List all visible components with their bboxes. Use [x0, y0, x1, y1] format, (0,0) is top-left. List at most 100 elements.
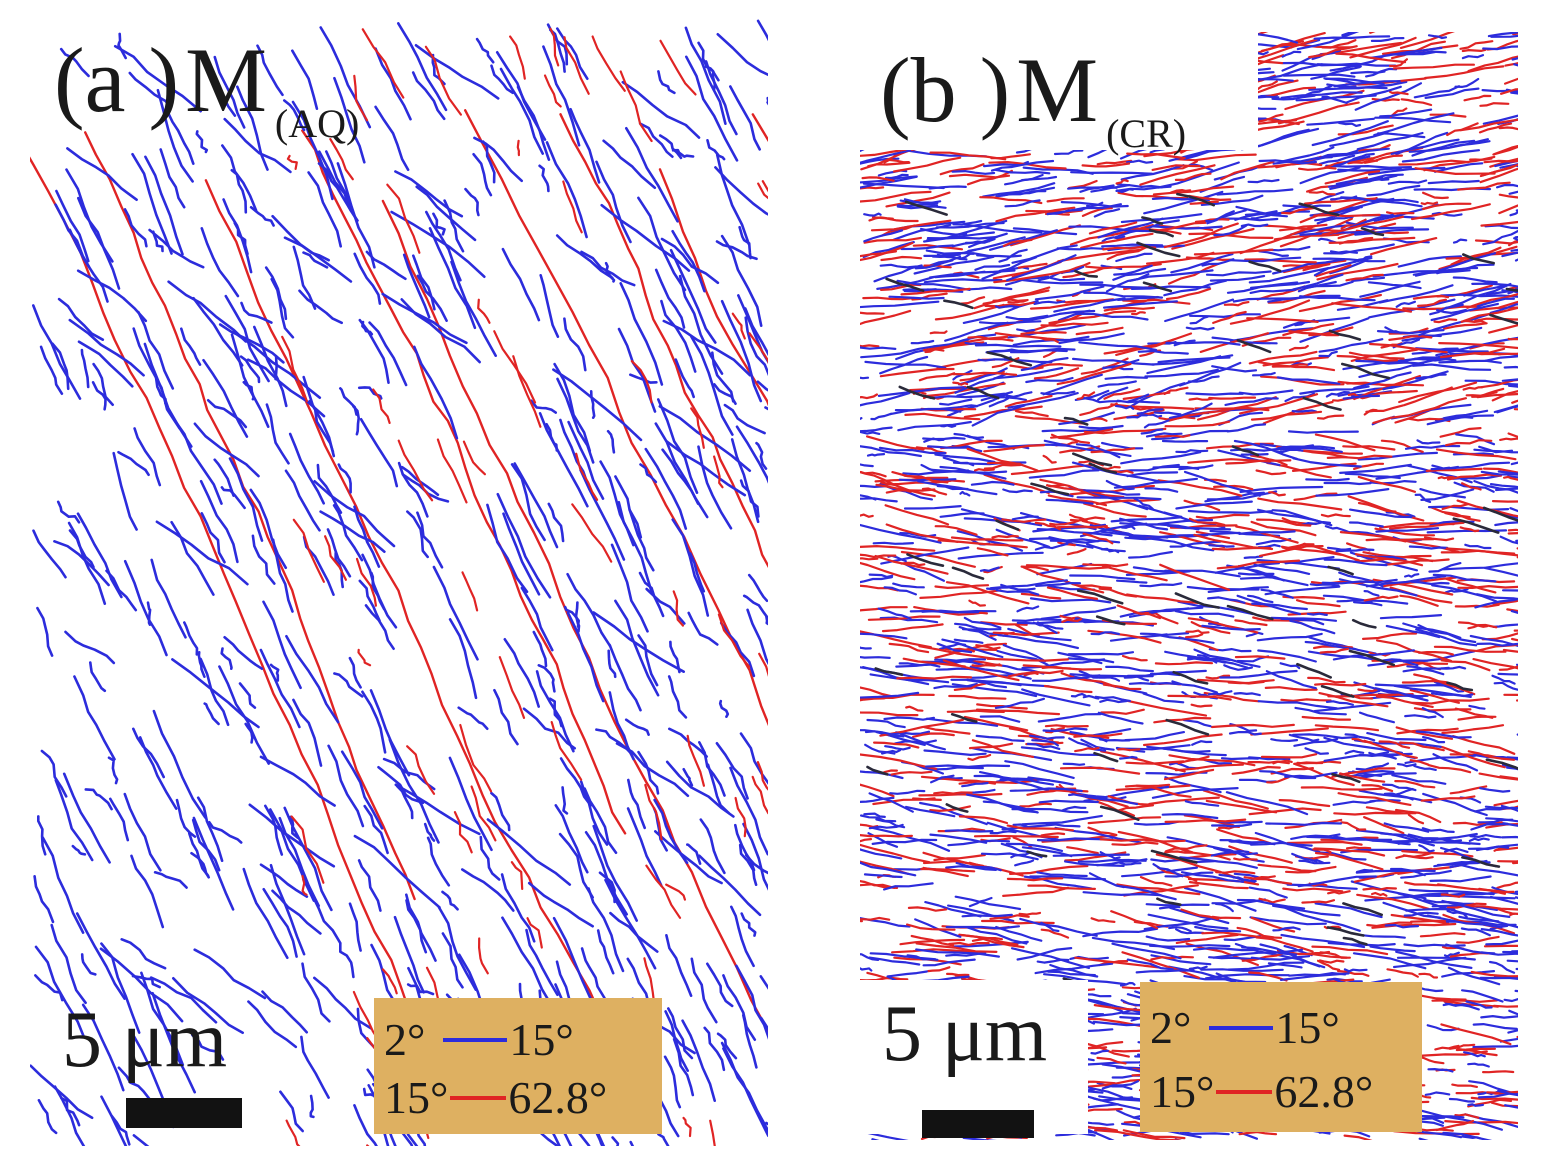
- high-angle-boundary: [862, 296, 916, 301]
- high-angle-boundary: [1220, 160, 1275, 181]
- high-angle-boundary: [1257, 863, 1317, 873]
- low-angle-boundary: [1249, 288, 1297, 294]
- overlap-boundary: [1342, 902, 1384, 917]
- high-angle-boundary: [712, 455, 724, 489]
- low-angle-boundary: [716, 32, 768, 77]
- low-angle-boundary: [1419, 488, 1467, 499]
- low-angle-boundary: [639, 463, 658, 484]
- high-angle-boundary: [1399, 32, 1455, 49]
- high-angle-boundary: [516, 139, 520, 157]
- high-angle-boundary: [1131, 311, 1146, 316]
- high-angle-boundary: [751, 775, 768, 815]
- low-angle-boundary: [1225, 791, 1309, 816]
- low-angle-boundary: [1029, 597, 1112, 604]
- high-angle-boundary: [918, 372, 956, 382]
- low-angle-boundary: [860, 770, 904, 780]
- high-angle-boundary: [1463, 94, 1492, 102]
- high-angle-boundary: [1100, 708, 1145, 715]
- high-angle-boundary: [1328, 236, 1416, 244]
- high-angle-boundary: [1491, 390, 1518, 402]
- low-angle-boundary: [722, 974, 757, 1042]
- legend-high-min: 15°: [1150, 1066, 1215, 1117]
- low-angle-boundary: [1270, 738, 1299, 743]
- low-angle-boundary: [353, 1104, 378, 1146]
- low-angle-boundary: [1290, 833, 1341, 841]
- high-angle-boundary: [1480, 220, 1518, 227]
- panel-a-legend: 2° 15° 15° 62.8°: [374, 998, 662, 1134]
- high-angle-boundary: [1486, 1090, 1518, 1095]
- low-angle-boundary: [1021, 278, 1104, 285]
- low-angle-boundary: [1077, 858, 1147, 863]
- high-angle-boundary: [1302, 263, 1331, 272]
- low-angle-boundary: [313, 479, 396, 548]
- high-angle-boundary: [1290, 547, 1343, 556]
- high-angle-boundary: [1046, 484, 1065, 488]
- overlap-boundary: [1298, 202, 1340, 217]
- low-angle-boundary: [1175, 449, 1209, 454]
- low-angle-boundary: [1497, 1089, 1518, 1097]
- high-angle-boundary: [1286, 840, 1363, 846]
- low-angle-boundary: [609, 911, 659, 953]
- low-angle-boundary: [1005, 314, 1049, 321]
- high-angle-boundary: [1497, 300, 1518, 309]
- low-angle-boundary: [669, 248, 717, 344]
- high-angle-boundary: [1315, 264, 1352, 278]
- high-angle-boundary: [1336, 354, 1399, 363]
- low-angle-boundary: [199, 479, 239, 564]
- low-angle-boundary: [1124, 730, 1185, 742]
- low-angle-boundary: [1314, 902, 1383, 919]
- high-angle-boundary: [934, 584, 990, 590]
- low-angle-boundary: [230, 333, 270, 429]
- high-angle-boundary: [372, 388, 391, 424]
- low-angle-boundary: [1236, 594, 1301, 616]
- overlap-boundary: [904, 200, 948, 216]
- high-angle-boundary: [1375, 695, 1434, 709]
- low-angle-boundary: [1241, 946, 1298, 956]
- high-angle-boundary: [873, 741, 920, 749]
- high-angle-boundary: [1425, 467, 1483, 472]
- low-angle-boundary: [1307, 650, 1376, 661]
- low-angle-boundary: [1097, 386, 1129, 401]
- high-angle-boundary: [1164, 818, 1247, 824]
- low-angle-boundary: [1442, 1002, 1472, 1008]
- low-angle-boundary: [957, 551, 1044, 560]
- low-angle-boundary: [1097, 380, 1137, 388]
- high-angle-boundary: [971, 739, 1035, 759]
- high-angle-boundary: [1143, 733, 1223, 747]
- high-angle-boundary: [1413, 673, 1476, 696]
- low-angle-boundary: [1145, 935, 1191, 942]
- low-angle-boundary: [742, 822, 768, 891]
- low-angle-boundary: [84, 788, 113, 811]
- high-angle-boundary: [1444, 439, 1493, 447]
- high-angle-boundary: [1372, 406, 1441, 424]
- low-angle-boundary: [1501, 251, 1518, 258]
- low-angle-boundary: [1248, 886, 1288, 899]
- low-angle-boundary: [1022, 166, 1094, 175]
- low-angle-boundary: [33, 874, 55, 924]
- low-angle-boundary: [864, 360, 947, 369]
- low-angle-boundary: [860, 814, 897, 823]
- low-angle-boundary: [1029, 875, 1107, 881]
- low-angle-boundary: [1374, 687, 1417, 698]
- low-angle-boundary: [980, 391, 1013, 402]
- low-angle-boundary: [1164, 871, 1214, 878]
- high-angle-boundary: [758, 652, 768, 677]
- low-angle-boundary: [1099, 738, 1131, 742]
- low-angle-boundary: [997, 633, 1079, 650]
- low-angle-boundary: [1430, 302, 1500, 322]
- low-angle-boundary: [955, 861, 1002, 872]
- low-angle-boundary: [1497, 470, 1518, 475]
- low-angle-boundary: [953, 940, 1029, 948]
- low-angle-boundary: [1157, 518, 1214, 526]
- low-angle-boundary: [1208, 543, 1235, 548]
- low-angle-boundary: [1469, 833, 1502, 839]
- high-angle-boundary: [1314, 851, 1384, 871]
- high-angle-boundary: [1022, 664, 1103, 671]
- high-angle-boundary: [884, 504, 950, 526]
- low-angle-boundary: [1161, 439, 1209, 443]
- low-angle-boundary: [744, 316, 768, 377]
- overlap-boundary: [1176, 192, 1216, 207]
- high-angle-boundary: [1337, 792, 1412, 807]
- low-angle-boundary: [99, 947, 184, 1023]
- low-angle-boundary: [1041, 427, 1113, 433]
